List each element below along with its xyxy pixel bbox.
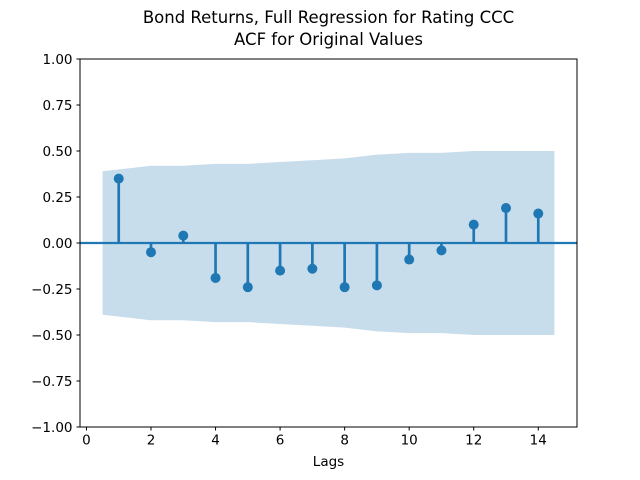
acf-marker-lag-9 [371,280,382,291]
y-tick-label-4: 0.00 [42,236,72,252]
y-tick-label-5: −0.25 [31,282,72,298]
y-tick-label-2: 0.50 [42,144,72,160]
chart-title-line2: ACF for Original Values [234,30,423,49]
x-tick-label-2: 2 [147,433,156,449]
x-tick-label-6: 6 [276,433,285,449]
acf-marker-lag-6 [275,265,286,276]
acf-marker-lag-14 [533,208,544,219]
x-tick-label-4: 4 [211,433,220,449]
stem-layer [80,173,577,293]
x-tick-label-10: 10 [401,433,418,449]
y-tick-label-1: 0.75 [42,98,72,114]
acf-marker-lag-8 [339,282,350,293]
acf-marker-lag-13 [501,203,511,214]
x-tick-label-12: 12 [465,433,482,449]
acf-marker-lag-3 [178,230,189,241]
chart-title-line1: Bond Returns, Full Regression for Rating… [142,8,515,27]
x-axis-label: Lags [313,454,344,470]
chart-title: Bond Returns, Full Regression for Rating… [80,7,577,51]
y-tick-label-6: −0.50 [31,328,72,344]
x-tick-label-0: 0 [82,433,91,449]
axes-layer: 0 2 4 6 8 10 12 14 1.00 0.75 0.50 0.25 0.00 −0.25 −0.5… [31,52,578,449]
x-tick-label-8: 8 [340,433,349,449]
acf-marker-lag-2 [146,247,156,258]
acf-marker-lag-1 [113,173,124,184]
y-tick-label-0: 1.00 [42,52,72,68]
y-tick-label-3: 0.25 [42,190,72,206]
acf-marker-lag-5 [242,282,253,293]
acf-marker-lag-12 [468,219,479,230]
x-tick-label-14: 14 [530,433,547,449]
acf-marker-lag-4 [210,272,221,283]
acf-marker-lag-10 [404,254,415,265]
y-tick-label-8: −1.00 [31,420,72,436]
y-tick-label-7: −0.75 [31,374,72,390]
acf-marker-lag-7 [307,263,318,274]
acf-marker-lag-11 [436,245,447,256]
